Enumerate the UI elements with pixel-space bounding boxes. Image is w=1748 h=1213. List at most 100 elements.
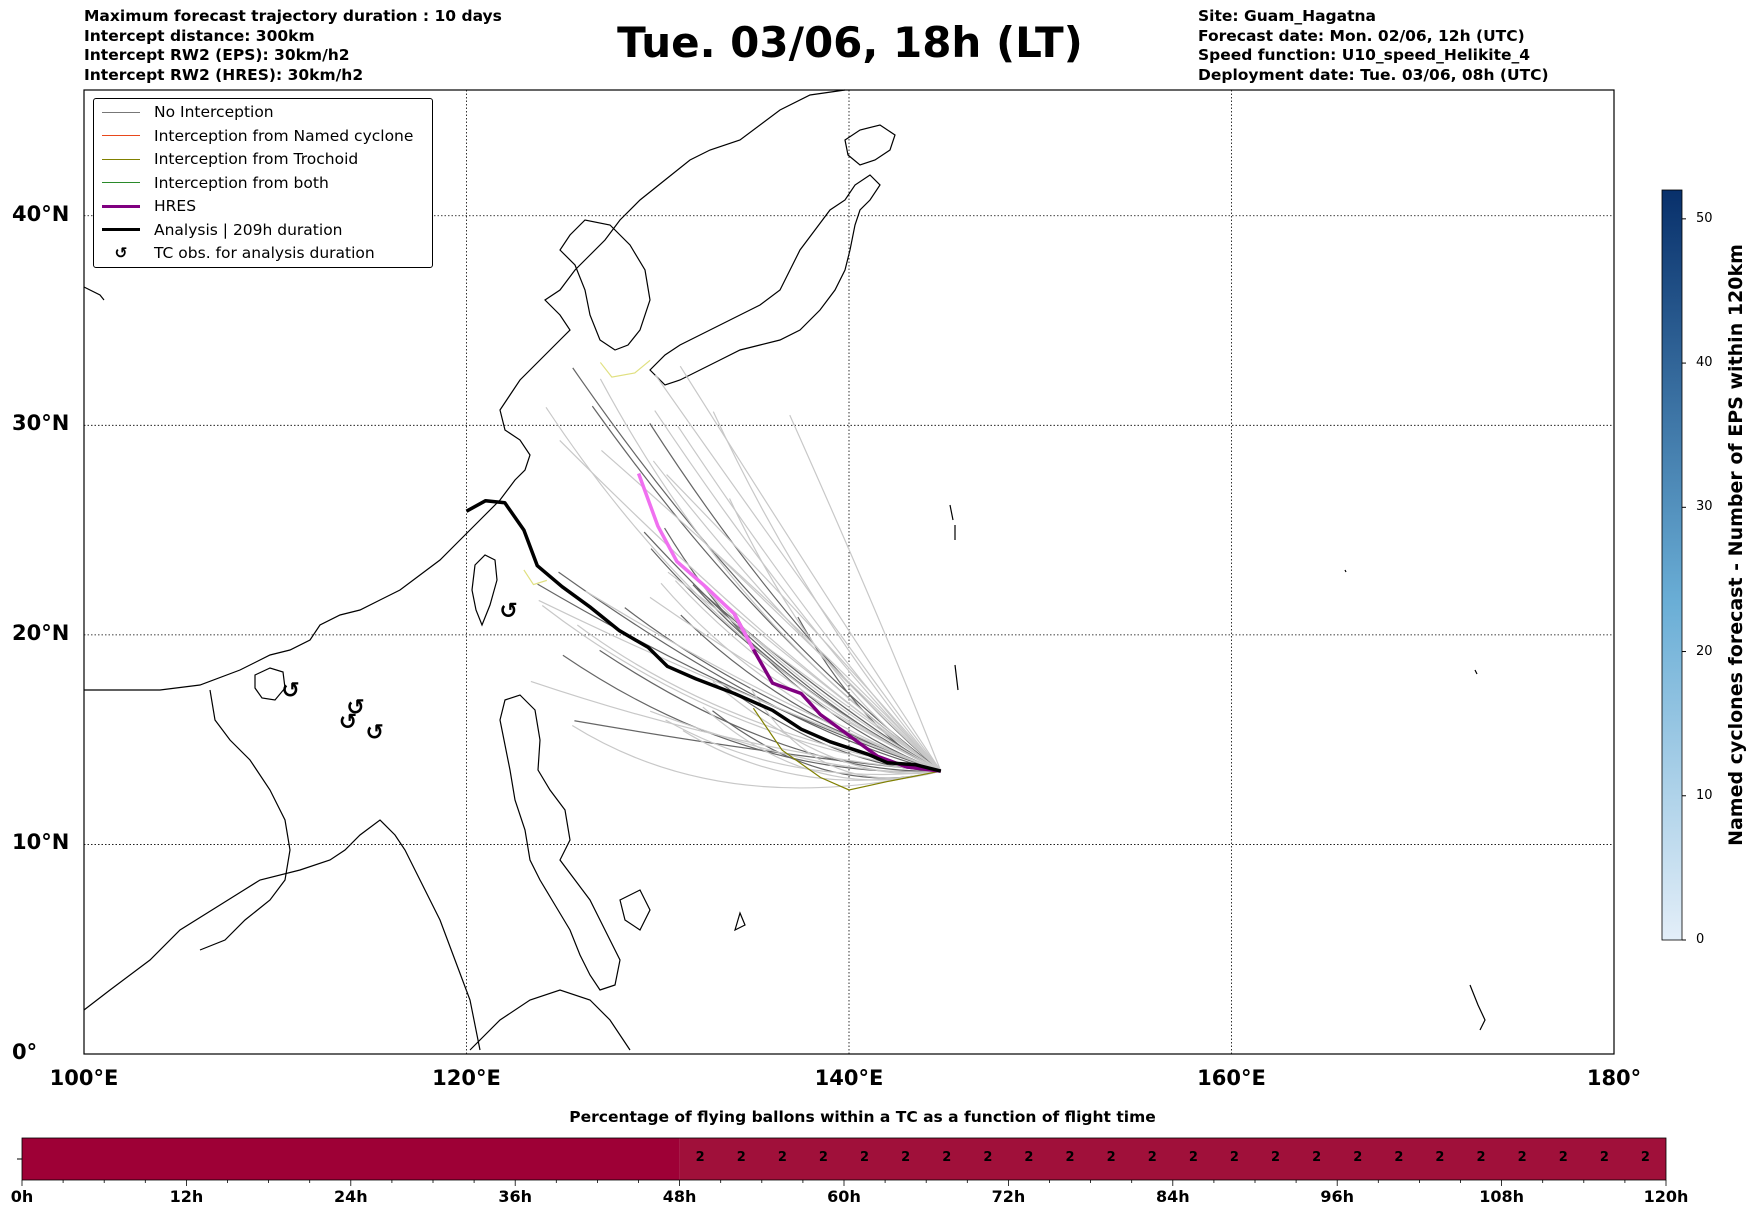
timeline-tick-label: 60h bbox=[827, 1187, 861, 1206]
timeline-cell-value: 2 bbox=[818, 1150, 828, 1165]
legend-label: No Interception bbox=[154, 103, 274, 121]
timeline-cell-value: 2 bbox=[860, 1150, 870, 1165]
timeline-cell-value: 2 bbox=[1599, 1150, 1609, 1165]
timeline-cell-value: 2 bbox=[1188, 1150, 1198, 1165]
ensemble-track bbox=[558, 571, 941, 772]
ensemble-track bbox=[713, 551, 942, 772]
map-frame bbox=[83, 89, 1615, 1055]
legend-item: Analysis | 209h duration bbox=[102, 219, 343, 241]
legend-line-swatch bbox=[102, 228, 140, 231]
trochoid-fragment bbox=[523, 569, 548, 586]
timeline-cell-value: 2 bbox=[1147, 1150, 1157, 1165]
timeline-cell-value: 2 bbox=[1476, 1150, 1486, 1165]
colorbar-tick-label: 50 bbox=[1696, 210, 1713, 226]
hres-trajectory-highlight bbox=[636, 472, 755, 651]
timeline-segment bbox=[679, 1138, 1666, 1180]
legend-item: ↺ TC obs. for analysis duration bbox=[102, 242, 375, 264]
ensemble-track bbox=[677, 425, 942, 772]
ensemble-track bbox=[664, 527, 942, 772]
ensemble-track bbox=[545, 406, 942, 772]
legend-item: Interception from Trochoid bbox=[102, 148, 358, 170]
timeline-cell-value: 2 bbox=[1640, 1150, 1650, 1165]
ensemble-track bbox=[789, 414, 942, 772]
ensemble-trajectories bbox=[523, 359, 942, 791]
ensemble-track bbox=[538, 599, 942, 772]
graticule-layer bbox=[84, 90, 1614, 1054]
longitude-tick-label: 100°E bbox=[49, 1066, 119, 1090]
timeline-cell-value: 2 bbox=[983, 1150, 993, 1165]
timeline-cell-value: 2 bbox=[1271, 1150, 1281, 1165]
forecast-param-line: Intercept distance: 300km bbox=[84, 26, 315, 45]
ensemble-track bbox=[649, 710, 941, 773]
ensemble-track bbox=[530, 680, 941, 772]
coastline-layer bbox=[83, 89, 1486, 1051]
map-legend: No Interception Interception from Named c… bbox=[93, 98, 433, 268]
timeline-bar bbox=[17, 1137, 1667, 1186]
timeline-cell-value: 2 bbox=[1558, 1150, 1568, 1165]
forecast-param-line: Intercept RW2 (HRES): 30km/h2 bbox=[84, 65, 364, 84]
timeline-tick-label: 84h bbox=[1155, 1187, 1190, 1206]
tc-observation-markers: ↺↺↺ ↺↺ bbox=[281, 599, 517, 746]
longitude-tick-label: 180° bbox=[1586, 1066, 1642, 1090]
ensemble-track bbox=[666, 474, 942, 772]
legend-label: Interception from both bbox=[154, 173, 329, 192]
latitude-tick-label: 40°N bbox=[12, 201, 70, 226]
legend-line-swatch bbox=[102, 158, 140, 160]
timeline-cell-value: 2 bbox=[1394, 1150, 1404, 1165]
colorbar-tick-label: 20 bbox=[1696, 643, 1713, 659]
legend-label: Interception from Named cyclone bbox=[154, 126, 414, 145]
timeline-tick-label: 0h bbox=[10, 1187, 34, 1206]
timeline-cell-value: 2 bbox=[901, 1150, 911, 1165]
timeline-cell-value: 2 bbox=[1435, 1150, 1445, 1165]
trochoid-track bbox=[752, 707, 941, 791]
latitude-tick-label: 10°N bbox=[12, 830, 70, 855]
ensemble-track bbox=[696, 587, 942, 772]
legend-item: No Interception bbox=[102, 101, 274, 123]
colorbar-tick-label: 0 bbox=[1696, 932, 1705, 947]
timeline-cell-value: 2 bbox=[1024, 1150, 1034, 1165]
tc-observation-icon: ↺ bbox=[346, 696, 364, 721]
ensemble-track bbox=[667, 571, 942, 772]
site-parameters: Site: Guam_Hagatna Forecast date: Mon. 02… bbox=[1198, 7, 1549, 85]
timeline-tick-label: 36h bbox=[498, 1187, 533, 1206]
timeline-cell-value: 2 bbox=[1065, 1150, 1075, 1165]
legend-line-swatch bbox=[102, 135, 140, 136]
timeline-title: Percentage of flying ballons within a TC… bbox=[569, 1108, 1156, 1126]
legend-label: Interception from Trochoid bbox=[154, 150, 359, 168]
timeline-segment bbox=[22, 1138, 680, 1180]
timeline-cell-value: 2 bbox=[942, 1150, 952, 1165]
site-param-line: Speed function: U10_speed_Helikite_4 bbox=[1198, 46, 1531, 64]
colorbar-tick-label: 30 bbox=[1696, 499, 1713, 515]
trochoid-fragment bbox=[599, 359, 651, 378]
analysis-trajectory bbox=[465, 498, 942, 773]
forecast-param-line: Maximum forecast trajectory duration : 1… bbox=[84, 7, 502, 25]
latitude-tick-label: 0° bbox=[12, 1040, 38, 1064]
colorbar-tick-label: 10 bbox=[1696, 787, 1713, 803]
site-param-line: Forecast date: Mon. 02/06, 12h (UTC) bbox=[1198, 26, 1525, 45]
colorbar-gradient bbox=[1661, 189, 1683, 941]
site-param-line: Site: Guam_Hagatna bbox=[1198, 7, 1377, 25]
legend-item: HRES bbox=[102, 195, 196, 217]
ensemble-track bbox=[649, 423, 942, 772]
ensemble-track bbox=[571, 725, 941, 789]
tc-observation-icon: ↺ bbox=[114, 244, 128, 262]
colorbar-tick-label: 40 bbox=[1696, 355, 1713, 371]
timeline-cell-value: 2 bbox=[1312, 1150, 1322, 1165]
timeline-cell-value: 2 bbox=[1353, 1150, 1363, 1165]
latitude-tick-label: 30°N bbox=[12, 411, 70, 436]
ensemble-track bbox=[660, 582, 942, 772]
colorbar bbox=[1661, 189, 1686, 941]
longitude-tick-label: 160°E bbox=[1197, 1066, 1266, 1090]
timeline-tick-label: 96h bbox=[1320, 1187, 1355, 1206]
timeline-cell-value: 2 bbox=[1517, 1150, 1527, 1165]
legend-item: Interception from Named cyclone bbox=[102, 125, 413, 147]
site-param-line: Deployment date: Tue. 03/06, 08h (UTC) bbox=[1198, 65, 1549, 84]
ensemble-track bbox=[654, 374, 942, 772]
ensemble-track bbox=[654, 410, 942, 772]
ensemble-track bbox=[599, 649, 941, 772]
ensemble-track bbox=[601, 450, 942, 772]
ensemble-track bbox=[599, 378, 942, 772]
ensemble-track bbox=[712, 681, 941, 775]
tc-observation-icon: ↺ bbox=[281, 679, 299, 704]
page-title: Tue. 03/06, 18h (LT) bbox=[617, 18, 1083, 67]
